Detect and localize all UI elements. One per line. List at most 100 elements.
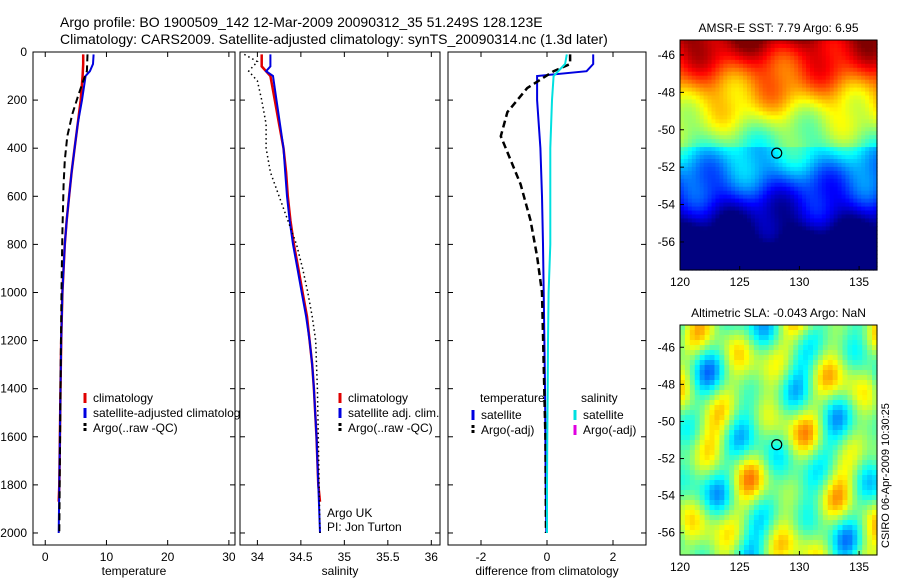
heatmap-cell	[754, 246, 760, 251]
heatmap-cell	[782, 83, 787, 89]
heatmap-cell	[748, 330, 755, 336]
heatmap-cell	[778, 355, 785, 361]
heatmap-cell	[867, 525, 873, 531]
heatmap-cell	[711, 198, 717, 204]
heatmap-cell	[766, 258, 772, 263]
heatmap-cell	[719, 258, 724, 263]
heatmap-cell	[782, 43, 787, 49]
heatmap-cell	[729, 435, 735, 441]
heatmap-cell	[731, 107, 736, 112]
heatmap-cell	[731, 186, 736, 192]
heatmap-cell	[873, 83, 878, 89]
heatmap-cell	[687, 214, 693, 220]
heatmap-cell	[763, 430, 770, 436]
heatmap-cell	[758, 400, 765, 406]
heatmap-cell	[817, 480, 824, 486]
heatmap-cell	[711, 123, 717, 128]
heatmap-cell	[709, 550, 716, 556]
heatmap-cell	[746, 162, 752, 168]
heatmap-cell	[817, 485, 824, 491]
heatmap-cell	[806, 182, 811, 188]
heatmap-cell	[739, 400, 745, 406]
heatmap-cell	[782, 254, 787, 259]
heatmap-cell	[798, 43, 803, 49]
heatmap-cell	[699, 385, 706, 391]
heatmap-cell	[691, 135, 697, 140]
heatmap-cell	[810, 182, 815, 188]
heatmap-cell	[704, 510, 711, 516]
heatmap-cell	[695, 91, 701, 97]
heatmap-cell	[861, 210, 866, 216]
heatmap-cell	[788, 345, 794, 351]
heatmap-cell	[707, 151, 713, 156]
heatmap-cell	[727, 143, 732, 148]
heatmap-cell	[750, 158, 756, 164]
heatmap-cell	[812, 460, 819, 466]
heatmap-cell	[750, 222, 756, 227]
heatmap-cell	[872, 420, 878, 426]
heatmap-cell	[842, 455, 849, 461]
heatmap-cell	[766, 198, 772, 204]
heatmap-cell	[758, 535, 765, 541]
heatmap-cell	[803, 465, 809, 471]
heatmap-cell	[680, 230, 685, 235]
heatmap-cell	[719, 55, 724, 61]
heatmap-cell	[821, 55, 827, 61]
heatmap-cell	[790, 190, 795, 196]
heatmap-cell	[691, 59, 697, 65]
heatmap-cell	[778, 415, 785, 421]
heatmap-cell	[857, 420, 863, 426]
heatmap-cell	[827, 470, 834, 476]
heatmap-cell	[821, 158, 827, 164]
heatmap-cell	[822, 490, 829, 496]
heatmap-cell	[754, 155, 760, 160]
heatmap-cell	[833, 258, 839, 263]
heatmap-cell	[841, 55, 847, 61]
heatmap-cell	[794, 91, 799, 97]
x-tick-label: 20	[161, 550, 175, 564]
heatmap-cell	[753, 385, 760, 391]
heatmap-cell	[852, 350, 858, 356]
heatmap-cell	[822, 335, 829, 341]
heatmap-cell	[817, 415, 824, 421]
heatmap-cell	[841, 266, 847, 271]
heatmap-cell	[774, 258, 780, 263]
heatmap-cell	[793, 400, 799, 406]
heatmap-cell	[783, 470, 789, 476]
heatmap-cell	[778, 242, 784, 247]
heatmap-cell	[680, 445, 686, 451]
heatmap-cell	[687, 151, 693, 156]
heatmap-cell	[802, 230, 807, 235]
heatmap-cell	[680, 51, 685, 57]
heatmap-cell	[723, 222, 728, 227]
heatmap-cell	[763, 355, 770, 361]
heatmap-cell	[735, 47, 740, 53]
heatmap-cell	[699, 99, 705, 105]
heatmap-cell	[727, 79, 732, 85]
heatmap-cell	[825, 71, 831, 77]
heatmap-cell	[739, 440, 745, 446]
heatmap-cell	[806, 226, 811, 231]
heatmap-cell	[766, 143, 772, 148]
heatmap-cell	[845, 43, 851, 49]
heatmap-cell	[837, 370, 844, 376]
heatmap-cell	[714, 400, 720, 406]
heatmap-cell	[822, 535, 829, 541]
heatmap-cell	[802, 218, 807, 224]
heatmap-cell	[750, 230, 756, 235]
heatmap-cell	[753, 330, 760, 336]
heatmap-cell	[806, 214, 811, 220]
heatmap-cell	[753, 480, 760, 486]
figure-title-line-2: Climatology: CARS2009. Satellite-adjuste…	[60, 31, 608, 47]
heatmap-cell	[687, 95, 693, 101]
heatmap-cell	[680, 47, 685, 53]
heatmap-cell	[766, 51, 772, 57]
x-tick-label: 0	[544, 550, 551, 564]
heatmap-cell	[867, 495, 873, 501]
heatmap-cell	[825, 234, 831, 239]
heatmap-cell	[832, 470, 839, 476]
heatmap-cell	[798, 234, 803, 239]
heatmap-cell	[768, 450, 775, 456]
heatmap-cell	[853, 95, 858, 101]
heatmap-cell	[812, 465, 819, 471]
